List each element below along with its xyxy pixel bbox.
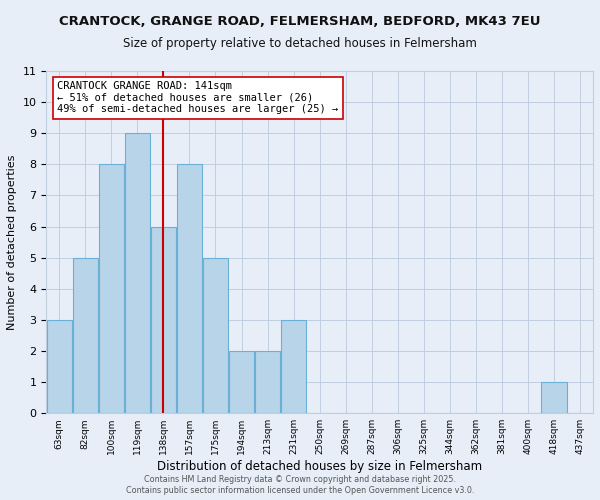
Bar (47, 320, 72, 414)
Text: Contains public sector information licensed under the Open Government Licence v3: Contains public sector information licen… (126, 486, 474, 495)
Text: CRANTOCK GRANGE ROAD: 141sqm
← 51% of detached houses are smaller (26)
49% of se: CRANTOCK GRANGE ROAD: 141sqm ← 51% of de… (57, 81, 338, 114)
Text: Size of property relative to detached houses in Felmersham: Size of property relative to detached ho… (123, 38, 477, 51)
Y-axis label: Number of detached properties: Number of detached properties (7, 154, 17, 330)
Text: CRANTOCK, GRANGE ROAD, FELMERSHAM, BEDFORD, MK43 7EU: CRANTOCK, GRANGE ROAD, FELMERSHAM, BEDFO… (59, 15, 541, 28)
Bar (177, 164, 202, 414)
Bar (281, 320, 306, 414)
X-axis label: Distribution of detached houses by size in Felmersham: Distribution of detached houses by size … (157, 460, 482, 473)
Bar (203, 258, 228, 414)
Bar (255, 351, 280, 414)
Text: Contains HM Land Registry data © Crown copyright and database right 2025.: Contains HM Land Registry data © Crown c… (144, 475, 456, 484)
Bar (229, 351, 254, 414)
Bar (151, 226, 176, 414)
Bar (98, 164, 124, 414)
Bar (541, 382, 566, 414)
Bar (125, 133, 150, 414)
Bar (73, 258, 98, 414)
